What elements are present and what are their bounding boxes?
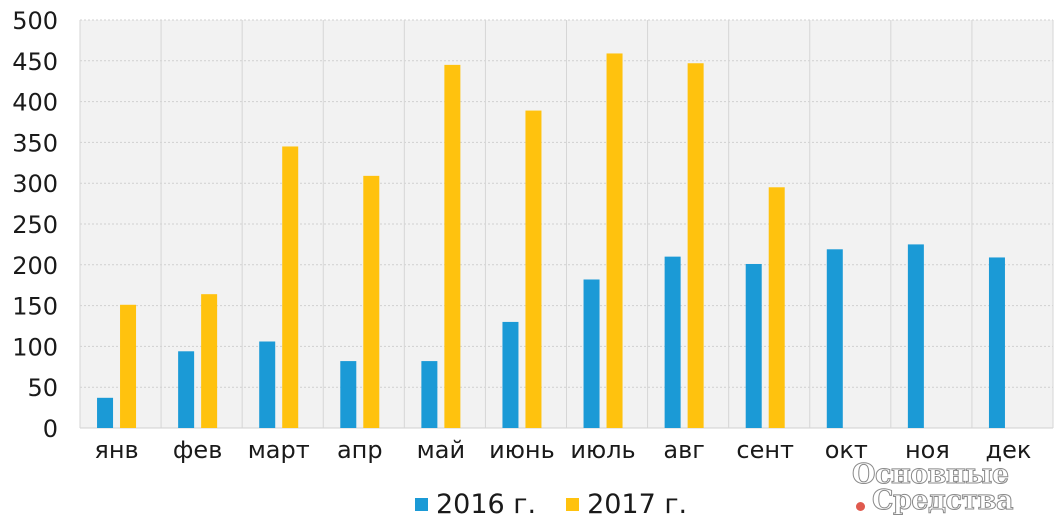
x-tick-label: янв (94, 436, 138, 464)
bar-2016-8 (745, 263, 762, 428)
bar-2017-8 (768, 187, 785, 428)
y-axis-tick-labels: 0 50 100 150 200 250 300 350 400 450 500 (12, 7, 58, 443)
y-tick-label: 350 (12, 129, 58, 157)
x-axis-tick-labels: янв фев март апр май июнь июль авг сент окт ноя дек (94, 436, 1031, 464)
legend-swatch-2016 (415, 498, 428, 511)
legend-item-2016: 2016 г. (415, 489, 536, 520)
legend: 2016 г. 2017 г. (415, 489, 717, 520)
logo-line-2: Средства (872, 485, 1014, 516)
x-tick-label: март (248, 436, 310, 464)
bar-2016-9 (826, 249, 843, 428)
bar-2016-10 (907, 244, 924, 428)
x-tick-label: дек (986, 436, 1032, 464)
watermark-logo: Основные Средства (852, 459, 1014, 516)
logo-line-1: Основные (852, 459, 1010, 490)
x-tick-label: сент (736, 436, 794, 464)
bars (97, 53, 1005, 429)
x-tick-label: май (417, 436, 465, 464)
gridlines (79, 19, 1054, 429)
bar-2017-3 (363, 175, 380, 428)
x-tick-label: июль (570, 436, 635, 464)
x-tick-label: июнь (489, 436, 555, 464)
legend-swatch-2017 (566, 498, 580, 511)
x-tick-label: ноя (905, 436, 950, 464)
bar-2017-6 (606, 53, 623, 429)
y-tick-label: 200 (12, 252, 58, 280)
bar-2017-0 (120, 304, 137, 428)
bar-2016-0 (97, 397, 114, 428)
x-tick-label: окт (825, 436, 868, 464)
y-tick-label: 50 (27, 374, 58, 402)
x-tick-label: авг (663, 436, 704, 464)
bar-2017-7 (687, 63, 704, 429)
bar-2016-11 (988, 257, 1005, 428)
bar-2016-5 (502, 321, 519, 428)
y-tick-label: 0 (43, 415, 58, 443)
x-tick-label: апр (337, 436, 383, 464)
bar-2017-1 (201, 294, 218, 428)
y-tick-label: 250 (12, 211, 58, 239)
legend-item-2017: 2017 г. (566, 489, 687, 520)
bar-2017-4 (444, 64, 461, 428)
y-tick-label: 500 (12, 7, 58, 35)
bar-2016-2 (259, 341, 276, 428)
legend-label-2017: 2017 г. (587, 489, 688, 520)
y-tick-label: 400 (12, 89, 58, 117)
y-tick-label: 150 (12, 293, 58, 321)
y-tick-label: 450 (12, 48, 58, 76)
bar-2016-1 (178, 351, 195, 428)
bar-2016-6 (583, 279, 600, 428)
bar-2016-3 (340, 361, 357, 428)
y-tick-label: 300 (12, 170, 58, 198)
y-tick-label: 100 (12, 333, 58, 361)
x-tick-label: фев (173, 436, 222, 464)
legend-label-2016: 2016 г. (436, 489, 537, 520)
bar-2017-5 (525, 110, 542, 429)
bar-2017-2 (282, 146, 299, 429)
bar-2016-7 (664, 256, 681, 428)
bar-2016-4 (421, 361, 438, 428)
logo-dot (856, 502, 865, 511)
